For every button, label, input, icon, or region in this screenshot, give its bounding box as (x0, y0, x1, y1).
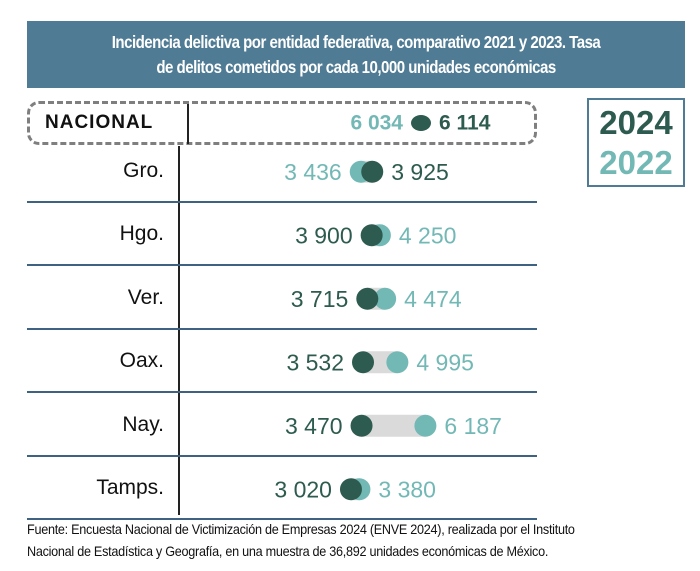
source-line1: Fuente: Encuesta Nacional de Victimizaci… (27, 522, 575, 537)
dot-2024 (356, 287, 379, 310)
row-label: Gro. (123, 158, 164, 182)
chart-title-banner: Incidencia delictiva por entidad federat… (27, 21, 685, 88)
legend: 2024 2022 (587, 98, 685, 187)
dot-2022 (386, 351, 409, 374)
value-label-2022: 3 436 (284, 159, 342, 185)
chart-title-line2: de delitos cometidos por cada 10,000 uni… (156, 56, 556, 77)
dot-2024 (339, 478, 362, 501)
row-separator (27, 454, 537, 457)
row-separator (27, 391, 537, 393)
dot-2024 (361, 160, 384, 183)
national-value-2024: 6 114 (439, 112, 491, 135)
row-label: Hgo. (119, 222, 164, 246)
value-label-2024: 3 900 (295, 222, 353, 248)
dot-2022 (414, 414, 437, 437)
value-label-2024: 3 470 (285, 413, 343, 439)
value-label-2024: 3 020 (274, 476, 332, 502)
value-label-2022: 3 380 (378, 476, 436, 502)
row-label: Tamps. (96, 476, 164, 500)
dot-2024 (360, 224, 383, 247)
row-separator (27, 200, 537, 203)
national-divider (187, 104, 189, 144)
value-label-2022: 4 250 (399, 222, 457, 248)
row-separator (27, 518, 537, 520)
row-separator (27, 327, 537, 330)
chart-title-line1: Incidencia delictiva por entidad federat… (111, 31, 601, 52)
value-label-2022: 4 474 (404, 286, 462, 312)
category-axis-line (178, 146, 180, 515)
value-label-2022: 6 187 (444, 413, 502, 439)
source-note: Fuente: Encuesta Nacional de Victimizaci… (27, 519, 697, 563)
dot-2024 (352, 351, 375, 374)
legend-2022: 2022 (599, 144, 673, 181)
source-line2: Nacional de Estadística y Geografía, en … (27, 544, 549, 559)
national-dot (411, 115, 431, 131)
national-value-2022: 6 034 (350, 112, 403, 135)
dot-2022 (374, 287, 397, 310)
national-highlight-box (27, 101, 537, 145)
connector-bar (361, 414, 426, 437)
row-label: Ver. (127, 285, 164, 309)
row-separator (27, 264, 537, 266)
legend-2024: 2024 (599, 104, 673, 141)
value-label-2024: 3 532 (286, 349, 344, 375)
value-label-2022: 4 995 (416, 349, 474, 375)
row-label: Nay. (122, 412, 164, 436)
row-label: Oax. (119, 349, 164, 373)
national-label: NACIONAL (45, 112, 154, 133)
value-label-2024: 3 715 (291, 286, 349, 312)
value-label-2024: 3 925 (391, 159, 449, 185)
dot-2024 (350, 414, 373, 437)
